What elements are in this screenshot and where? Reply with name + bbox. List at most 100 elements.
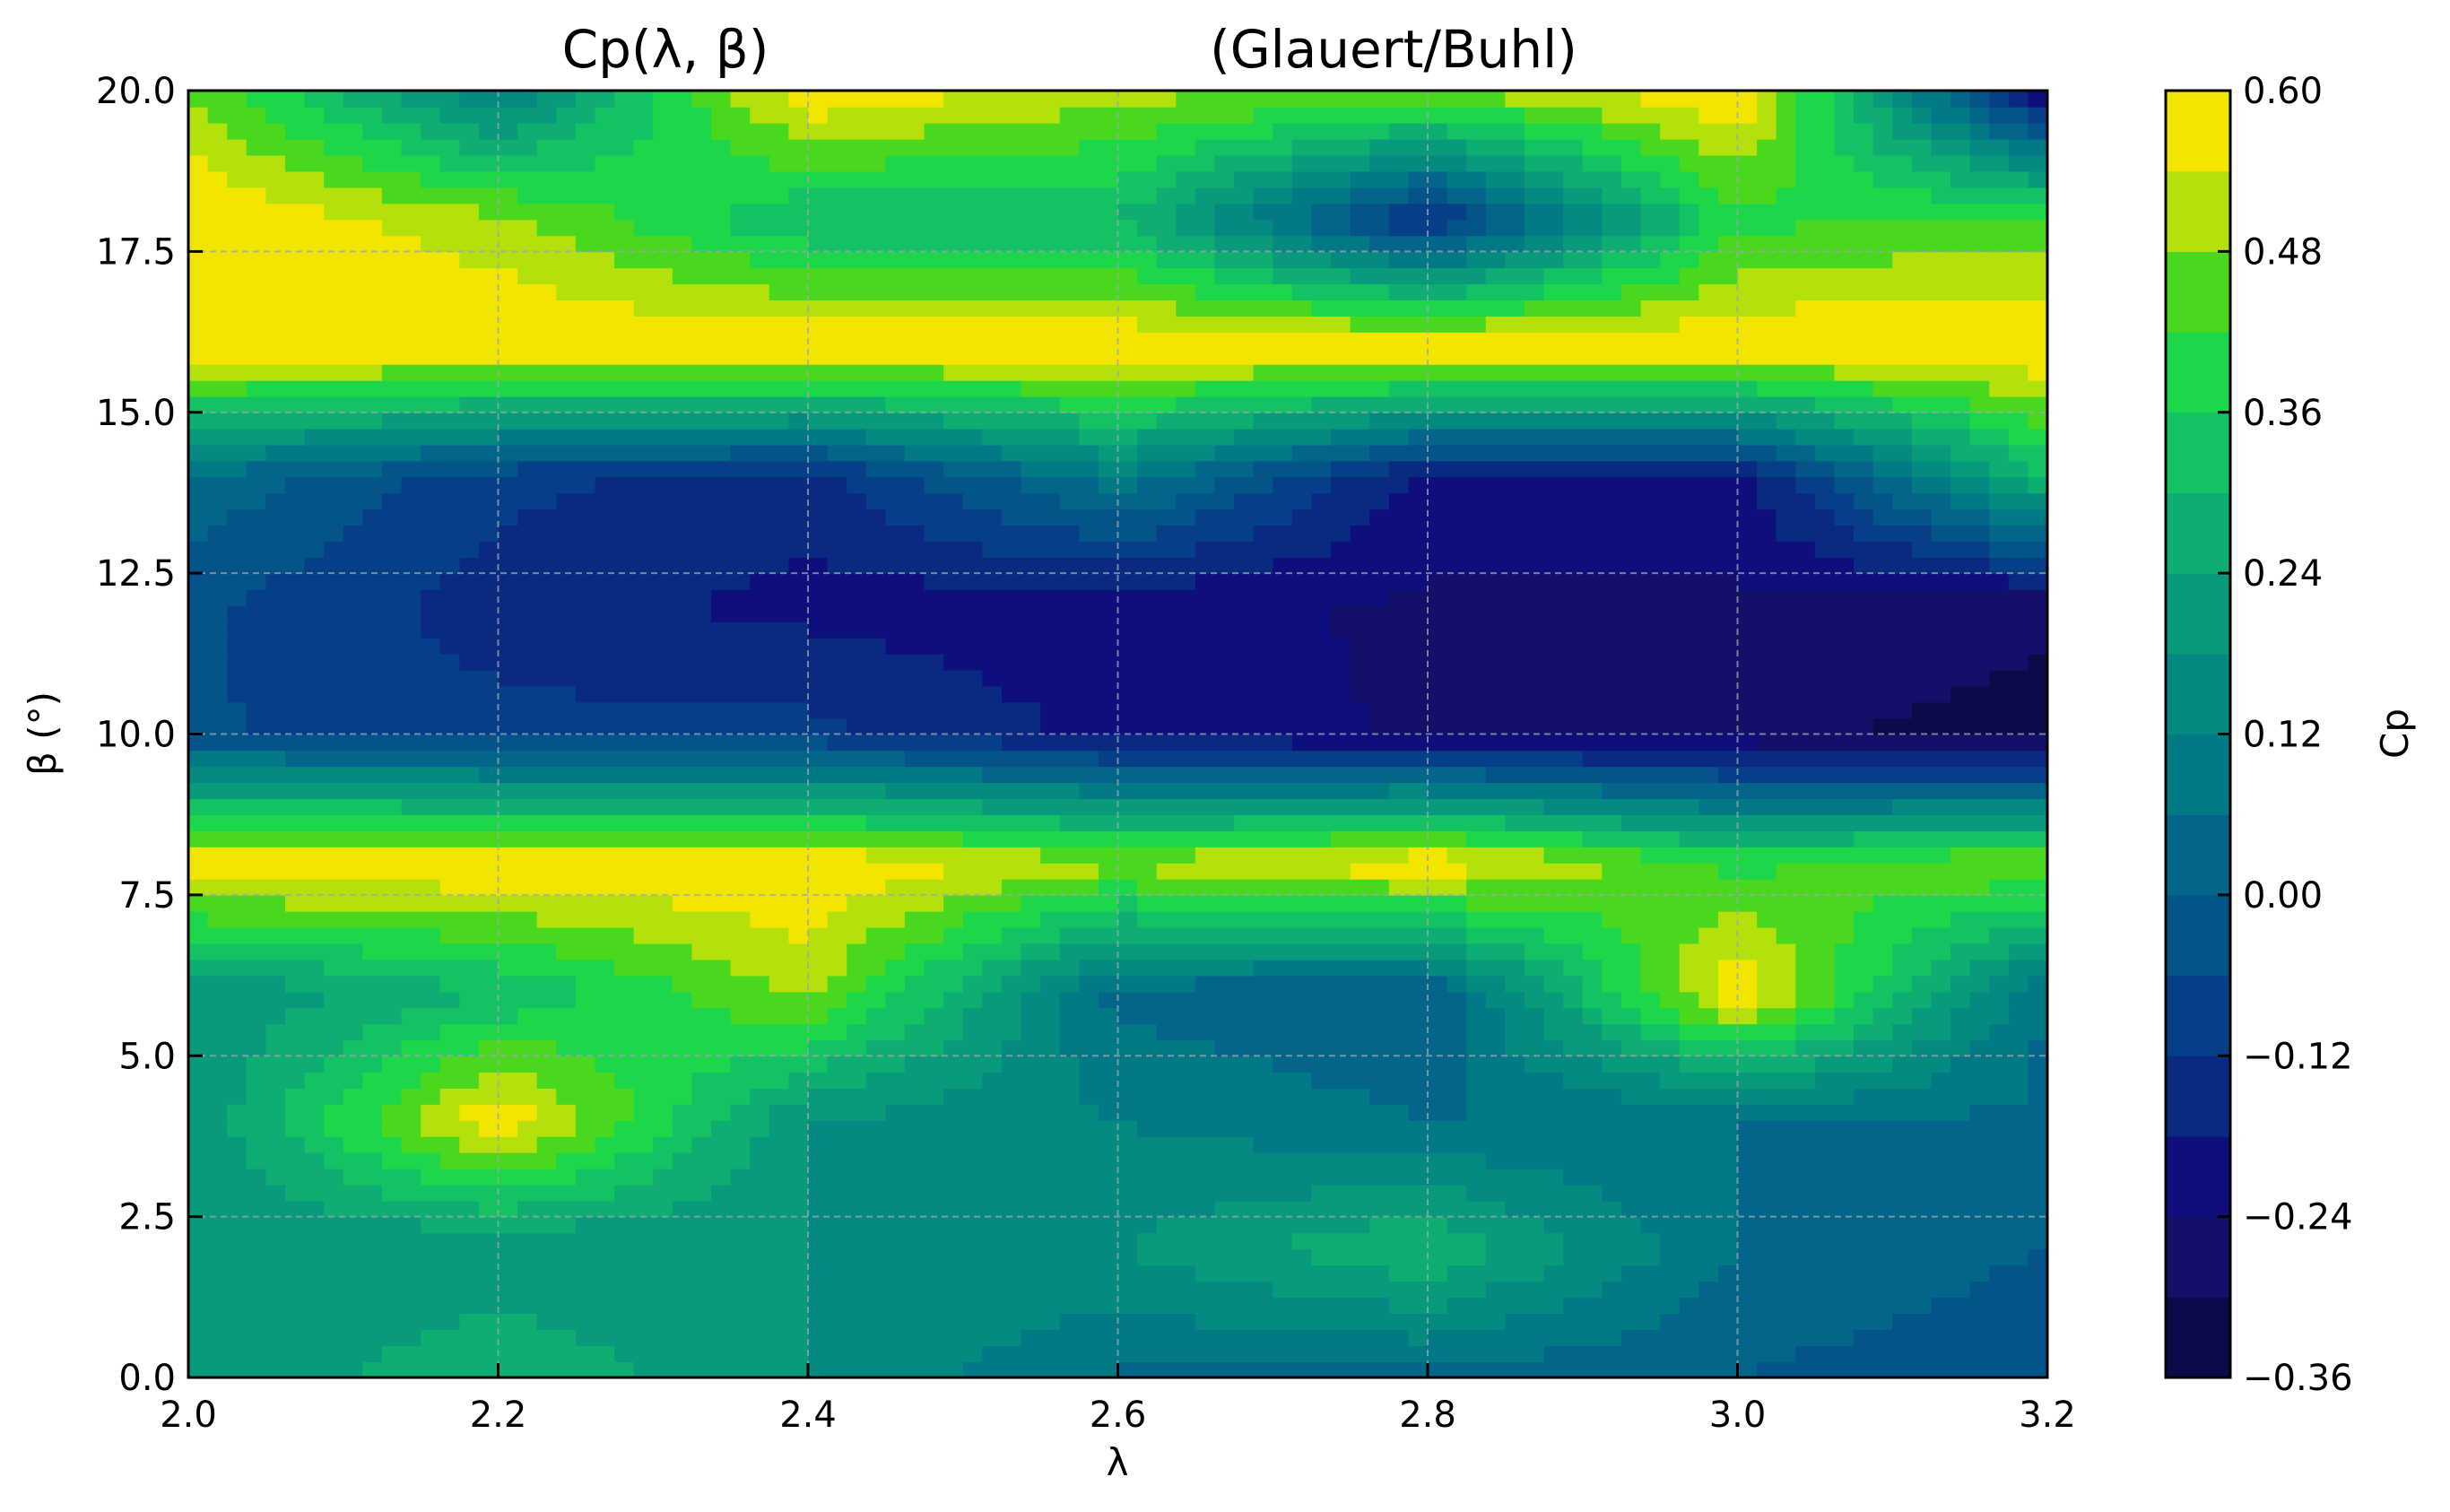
contour-cell [1892, 798, 2047, 815]
contour-cell [188, 476, 286, 494]
contour-cell [1273, 267, 1351, 285]
contour-cell [1485, 991, 1525, 1009]
contour-cell [1660, 1313, 1894, 1330]
contour-cell [1602, 106, 1700, 124]
contour-cell [188, 653, 228, 671]
contour-cell [1137, 267, 1216, 285]
contour-cell [1872, 444, 1913, 462]
contour-cell [478, 766, 984, 784]
contour-cell [188, 1151, 248, 1169]
contour-cell [1214, 203, 1255, 221]
contour-cell [943, 1088, 1081, 1105]
contour-cell [1969, 1039, 2029, 1057]
contour-cell [246, 1135, 306, 1153]
contour-cell [1602, 122, 1661, 140]
contour-cell [943, 1039, 1003, 1057]
contour-cell [1485, 316, 1681, 333]
contour-cell [304, 557, 461, 574]
contour-cell [1795, 991, 1836, 1009]
contour-cell [1989, 122, 2029, 140]
contour-cell [595, 154, 770, 172]
contour-cell [1524, 991, 1564, 1009]
contour-cell [227, 653, 461, 671]
contour-cell [1408, 1329, 1429, 1346]
contour-cell [1388, 492, 1758, 510]
contour-cell [1911, 106, 1933, 124]
contour-cell [2008, 1007, 2047, 1025]
contour-cell [1369, 412, 1777, 430]
contour-cell [1543, 1023, 1603, 1041]
contour-cell [1969, 395, 2047, 413]
contour-cell [1563, 1168, 1739, 1186]
contour-cell [401, 1135, 461, 1153]
contour-cell [614, 1120, 673, 1137]
contour-cell [943, 991, 984, 1009]
contour-cell [1969, 1104, 2047, 1121]
contour-cell [1079, 959, 1255, 977]
contour-cell [498, 669, 984, 687]
contour-cell [1640, 219, 1681, 237]
contour-cell [1563, 235, 1603, 253]
contour-cell [1505, 1200, 1622, 1218]
contour-cell [1872, 1007, 1913, 1025]
contour-cell [1273, 251, 1332, 269]
colorbar-ticks: 0.60 0.48 0.36 0.24 0.12 0.00 −0.12 −0.24 −0.36 [2218, 71, 2353, 1399]
contour-cell [1505, 1007, 1545, 1025]
contour-cell [1137, 1248, 1313, 1266]
contour-cell [730, 444, 829, 462]
contour-cell [1253, 959, 1429, 977]
contour-cell [1911, 1007, 1951, 1025]
contour-cell [1021, 379, 1196, 397]
contour-cell [1679, 975, 1719, 993]
contour-cell [1620, 1264, 1719, 1282]
contour-cell [1176, 219, 1216, 237]
contour-cell [769, 1120, 809, 1137]
contour-cell [227, 1104, 286, 1121]
contour-cell [1466, 1072, 1564, 1089]
contour-cell [304, 1135, 344, 1153]
contour-cell [362, 154, 441, 172]
contour-cell [246, 717, 847, 735]
contour-cell [284, 122, 364, 140]
contour-cell [1911, 541, 1991, 558]
contour-cell [1369, 154, 1467, 172]
contour-cell [1311, 300, 1525, 317]
contour-cell [1698, 106, 1758, 124]
contour-cell [1854, 106, 1894, 124]
y-tick-label: 0.0 [118, 1358, 176, 1399]
contour-cell [1388, 1297, 1448, 1315]
contour-cell [711, 106, 752, 124]
contour-cell [1834, 476, 1874, 494]
contour-cell [1698, 1281, 1971, 1299]
contour-cell [1679, 203, 1700, 221]
contour-cell [962, 1023, 1022, 1041]
contour-cell [1969, 138, 2010, 156]
contour-cell [1388, 782, 1429, 800]
contour-cell [672, 1120, 712, 1137]
contour-cell [1291, 1232, 1487, 1250]
contour-cell [1137, 444, 1216, 462]
contour-cell [1950, 460, 1991, 478]
contour-cell [2028, 170, 2047, 188]
contour-cell [459, 395, 887, 413]
contour-cell [1640, 847, 1951, 864]
contour-cell [575, 991, 693, 1009]
contour-cell [1466, 203, 1487, 221]
colorbar-segment [2166, 412, 2230, 494]
contour-cell [1485, 203, 1525, 221]
x-tick-label: 2.2 [470, 1395, 527, 1436]
contour-cell [1795, 154, 1855, 172]
contour-cell [1079, 1072, 1313, 1089]
contour-cell [1350, 525, 1777, 543]
contour-cell [1602, 863, 1719, 880]
contour-cell [1582, 750, 2047, 768]
contour-cell [1253, 106, 1525, 124]
contour-cell [536, 1072, 615, 1089]
contour-cell [188, 926, 441, 944]
contour-cell [1620, 814, 2047, 831]
contour-cell [1640, 975, 1681, 993]
contour-cell [750, 910, 829, 928]
contour-cell [1466, 878, 1991, 896]
contour-cell [1466, 975, 1507, 993]
contour-cell [808, 1297, 1390, 1315]
